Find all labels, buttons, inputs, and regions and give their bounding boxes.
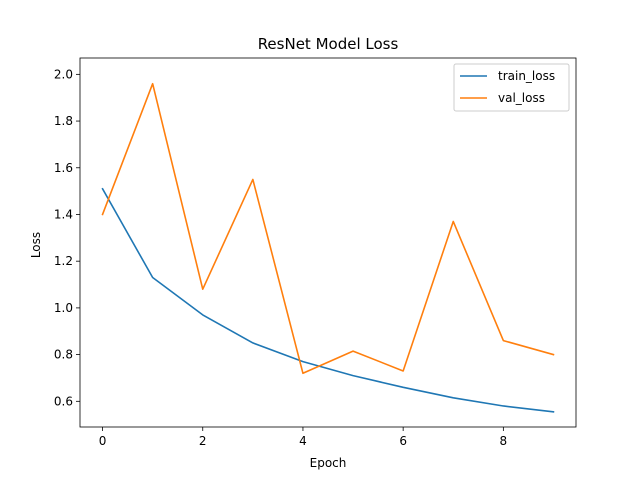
x-tick-label: 6 — [399, 434, 407, 448]
series-line-val_loss — [101, 82, 555, 375]
y-tick-label: 2.0 — [54, 67, 73, 81]
legend-label-val_loss: val_loss — [498, 91, 545, 105]
y-tick-label: 0.6 — [54, 394, 73, 408]
axes-frame — [79, 57, 577, 428]
y-tick-label: 0.8 — [54, 348, 73, 362]
y-tick-label: 1.6 — [54, 161, 73, 175]
y-tick-label: 1.2 — [54, 254, 73, 268]
x-tick-label: 0 — [99, 434, 107, 448]
legend-label-train_loss: train_loss — [498, 69, 555, 83]
y-axis-label: Loss — [29, 232, 43, 258]
x-tick-label: 4 — [299, 434, 307, 448]
plot-area: 0 2 4 6 8 0.6 0.8 1.0 1.2 1.4 1.6 1.8 2.0 — [54, 57, 577, 448]
series-line-train_loss — [101, 187, 555, 413]
y-tick-label: 1.0 — [54, 301, 73, 315]
x-tick-label: 8 — [500, 434, 508, 448]
legend: train_loss val_loss — [453, 63, 570, 112]
x-axis-label: Epoch — [310, 456, 347, 470]
x-tick-label: 2 — [199, 434, 207, 448]
y-tick-label: 1.4 — [54, 207, 73, 221]
y-tick-label: 1.8 — [54, 114, 73, 128]
chart-title: ResNet Model Loss — [258, 35, 399, 53]
